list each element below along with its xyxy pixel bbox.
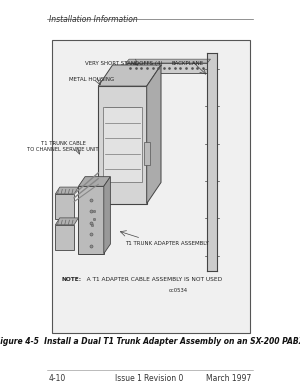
Text: Installation Information: Installation Information <box>49 15 137 24</box>
Text: METAL HOUSING: METAL HOUSING <box>69 76 114 81</box>
FancyBboxPatch shape <box>56 225 74 250</box>
FancyBboxPatch shape <box>98 86 147 204</box>
Text: Figure 4-5  Install a Dual T1 Trunk Adapter Assembly on an SX-200 PABX: Figure 4-5 Install a Dual T1 Trunk Adapt… <box>0 337 300 346</box>
Polygon shape <box>104 177 110 254</box>
FancyBboxPatch shape <box>207 54 217 271</box>
FancyBboxPatch shape <box>126 63 207 73</box>
FancyBboxPatch shape <box>56 194 74 219</box>
Polygon shape <box>126 59 211 63</box>
Polygon shape <box>79 177 110 186</box>
Text: T1 TRUNK CABLE
TO CHANNEL SERVICE UNIT: T1 TRUNK CABLE TO CHANNEL SERVICE UNIT <box>27 141 99 152</box>
Text: NOTE:: NOTE: <box>62 277 82 282</box>
FancyBboxPatch shape <box>145 142 150 165</box>
Text: 4-10: 4-10 <box>49 374 66 383</box>
FancyBboxPatch shape <box>52 40 250 333</box>
Text: cc0534: cc0534 <box>169 288 188 293</box>
Polygon shape <box>98 65 161 86</box>
FancyBboxPatch shape <box>103 107 142 182</box>
Text: VERY SHORT STANDOFFS (4): VERY SHORT STANDOFFS (4) <box>85 61 162 66</box>
Polygon shape <box>56 187 79 194</box>
FancyBboxPatch shape <box>79 186 104 254</box>
Text: BACKPLANE: BACKPLANE <box>171 61 203 66</box>
Polygon shape <box>147 65 161 204</box>
Text: A T1 ADAPTER CABLE ASSEMBLY IS NOT USED: A T1 ADAPTER CABLE ASSEMBLY IS NOT USED <box>81 277 222 282</box>
Text: Revision 0: Revision 0 <box>143 374 183 383</box>
Text: March 1997: March 1997 <box>206 374 251 383</box>
Text: T1 TRUNK ADAPTER ASSEMBLY: T1 TRUNK ADAPTER ASSEMBLY <box>124 241 208 246</box>
Polygon shape <box>56 218 79 225</box>
Text: Issue 1: Issue 1 <box>115 374 141 383</box>
